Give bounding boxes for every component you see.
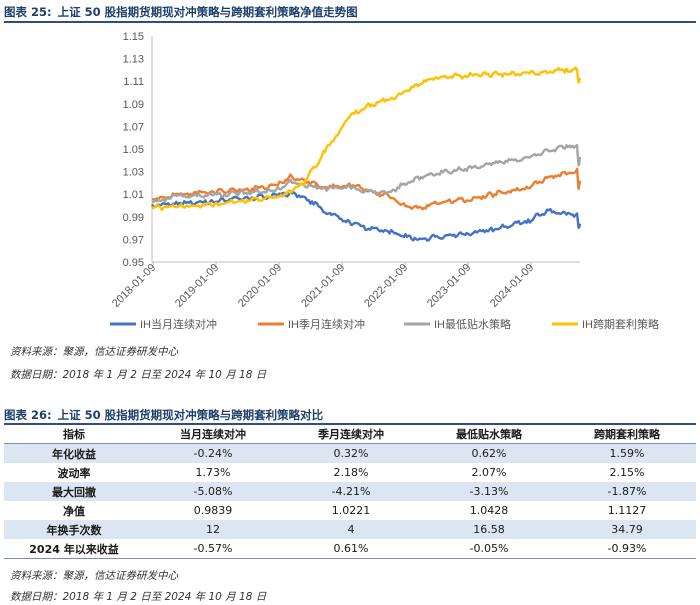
table-cell: 4 [282, 520, 420, 539]
legend-label: IH季月连续对冲 [288, 317, 365, 331]
table-row-label: 2024 年以来收益 [4, 539, 144, 559]
table-row: 最大回撤 -5.08% -4.21% -3.13% -1.87% [4, 482, 696, 501]
table-cell: 12 [144, 520, 282, 539]
table-cell: 2.18% [282, 463, 420, 482]
x-axis: 2018-01-09 2019-01-09 2020-01-09 2021-01-09… [110, 261, 580, 310]
table-row: 净值 0.9839 1.0221 1.0428 1.1127 [4, 501, 696, 520]
table-cell: -5.08% [144, 482, 282, 501]
legend: IH当月连续对冲 IH季月连续对冲 IH最低贴水策略 IH跨期套利策略 [110, 317, 659, 331]
table-cell: 2.15% [558, 463, 696, 482]
legend-label: IH最低贴水策略 [434, 317, 511, 331]
figure-26-title-text: 上证 50 股指期货期现对冲策略与跨期套利策略对比 [57, 408, 324, 422]
x-tick-label: 2023-01-09 [425, 262, 473, 310]
table-cell: 2.07% [420, 463, 558, 482]
x-tick-label: 2019-01-09 [173, 262, 221, 310]
table-cell: -4.21% [282, 482, 420, 501]
y-tick-label: 0.95 [123, 257, 144, 269]
table-cell: 1.0428 [420, 501, 558, 520]
series-line [151, 190, 582, 242]
table-cell: -0.24% [144, 443, 282, 463]
series-lines [151, 66, 582, 242]
table-cell: -0.05% [420, 539, 558, 559]
y-tick-label: 1.13 [123, 54, 144, 66]
y-tick-label: 1.01 [123, 189, 144, 201]
table-cell: 0.9839 [144, 501, 282, 520]
table-cell: -0.57% [144, 539, 282, 559]
y-tick-label: 1.09 [123, 99, 144, 111]
table-cell: -3.13% [420, 482, 558, 501]
y-axis: 0.95 0.97 0.99 1.01 1.03 1.05 1.07 1.09 1.11 1.13… [123, 31, 153, 269]
figure-25-title: 图表 25: 上证 50 股指期货期现对冲策略与跨期套利策略净值走势图 [4, 4, 358, 20]
figure-26-date-range: 数据日期：2018 年 1 月 2 日至 2024 年 10 月 18 日 [10, 591, 267, 603]
table-cell: 1.0221 [282, 501, 420, 520]
y-tick-label: 0.99 [123, 212, 144, 224]
table-cell: 1.73% [144, 463, 282, 482]
table-cell: -1.87% [558, 482, 696, 501]
table-header-cell: 季月连续对冲 [282, 425, 420, 444]
x-tick-label: 2021-01-09 [299, 262, 347, 310]
figure-26-title-rule [4, 423, 696, 425]
table-row-label: 净值 [4, 501, 144, 520]
y-tick-label: 1.11 [123, 76, 144, 88]
figure-25-date-range: 数据日期：2018 年 1 月 2 日至 2024 年 10 月 18 日 [10, 369, 267, 381]
figure-25-title-rule [4, 21, 696, 23]
table-header-cell: 指标 [4, 425, 144, 444]
figure-26-number: 图表 26: [4, 408, 52, 422]
table-cell: 0.32% [282, 443, 420, 463]
table-cell: 1.59% [558, 443, 696, 463]
series-line [151, 66, 582, 212]
y-tick-label: 1.15 [123, 31, 144, 43]
x-tick-label: 2022-01-09 [362, 262, 410, 310]
series-line [151, 143, 582, 204]
y-tick-label: 1.03 [123, 167, 144, 179]
table-row: 年换手次数 12 4 16.58 34.79 [4, 520, 696, 539]
table-row-label: 波动率 [4, 463, 144, 482]
table-cell: 34.79 [558, 520, 696, 539]
table-cell: 16.58 [420, 520, 558, 539]
y-tick-label: 1.07 [123, 121, 144, 133]
figure-26-title: 图表 26: 上证 50 股指期货期现对冲策略与跨期套利策略对比 [4, 407, 323, 423]
table-cell: -0.93% [558, 539, 696, 559]
table-cell: 0.61% [282, 539, 420, 559]
table-row-label: 年换手次数 [4, 520, 144, 539]
table-cell: 1.1127 [558, 501, 696, 520]
table-cell: 0.62% [420, 443, 558, 463]
figure-25-title-text: 上证 50 股指期货期现对冲策略与跨期套利策略净值走势图 [57, 5, 358, 19]
figure-26-source: 资料来源：聚源，信达证券研发中心 [10, 570, 178, 582]
figure-25-source: 资料来源：聚源，信达证券研发中心 [10, 346, 178, 358]
table-row: 波动率 1.73% 2.18% 2.07% 2.15% [4, 463, 696, 482]
table-header-cell: 当月连续对冲 [144, 425, 282, 444]
comparison-table: 指标 当月连续对冲 季月连续对冲 最低贴水策略 跨期套利策略 年化收益 -0.2… [4, 425, 696, 559]
table-row-label: 最大回撤 [4, 482, 144, 501]
legend-label: IH当月连续对冲 [140, 317, 217, 331]
x-tick-label: 2024-01-09 [488, 262, 536, 310]
table-row-label: 年化收益 [4, 443, 144, 463]
table-row: 2024 年以来收益 -0.57% 0.61% -0.05% -0.93% [4, 539, 696, 559]
table-header-cell: 最低贴水策略 [420, 425, 558, 444]
table-row: 年化收益 -0.24% 0.32% 0.62% 1.59% [4, 443, 696, 463]
x-tick-label: 2020-01-09 [236, 262, 284, 310]
line-chart: 0.95 0.97 0.99 1.01 1.03 1.05 1.07 1.09 1.11 1.13… [110, 31, 659, 331]
legend-label: IH跨期套利策略 [582, 317, 659, 331]
table-header-cell: 跨期套利策略 [558, 425, 696, 444]
figure-25-number: 图表 25: [4, 5, 52, 19]
y-tick-label: 1.05 [123, 144, 144, 156]
table-header-row: 指标 当月连续对冲 季月连续对冲 最低贴水策略 跨期套利策略 [4, 425, 696, 444]
y-tick-label: 0.97 [123, 234, 144, 246]
